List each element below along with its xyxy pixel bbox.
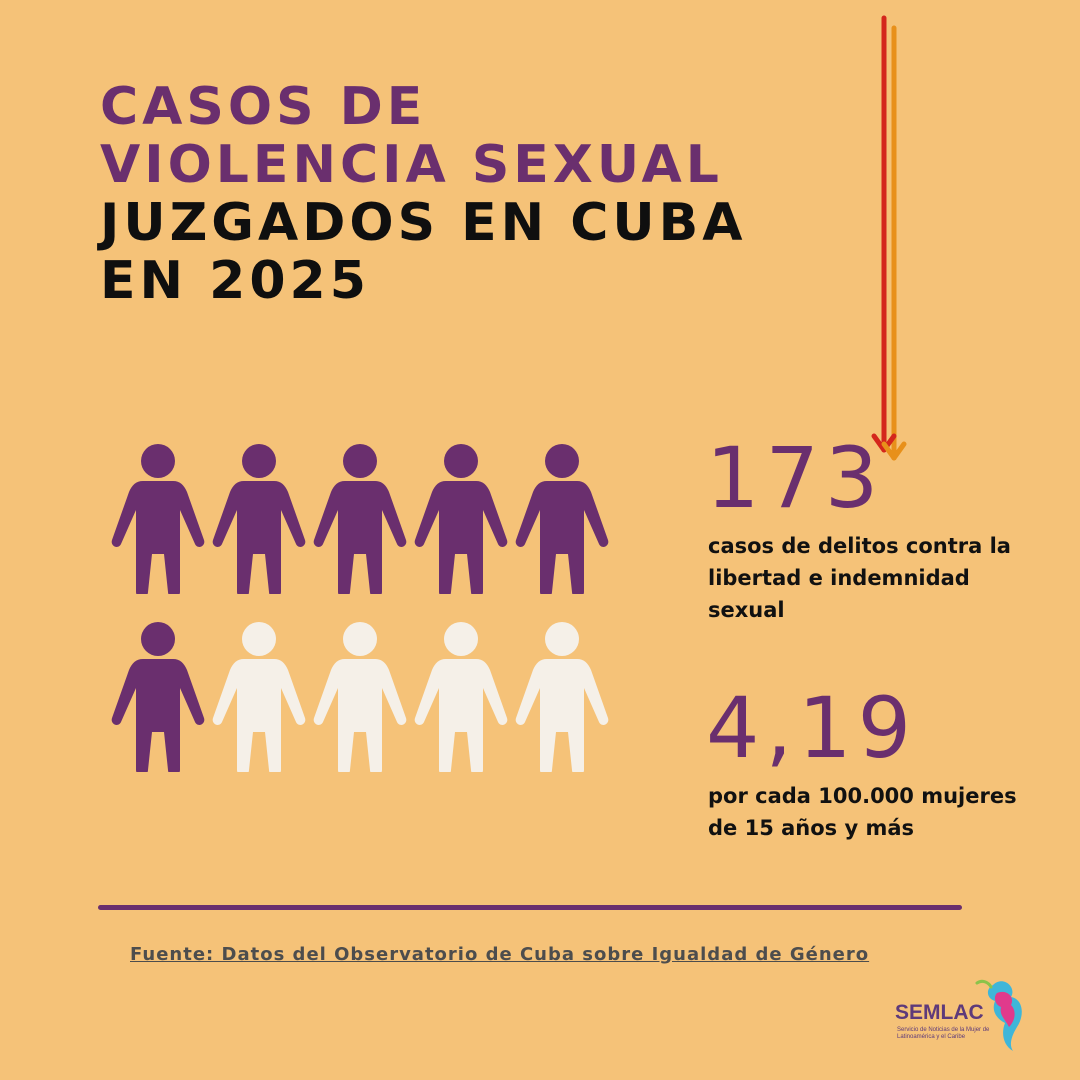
person-icon <box>414 622 508 772</box>
person-icon <box>111 444 205 594</box>
stat-label-cases: casos de delitos contra la libertad e in… <box>708 534 1011 622</box>
page-title: CASOS DE VIOLENCIA SEXUAL JUZGADOS EN CU… <box>100 78 747 310</box>
semlac-logo: SEMLAC Servicio de Noticias de la Mujer … <box>895 975 1035 1055</box>
person-icon <box>515 444 609 594</box>
people-pictogram <box>100 440 620 800</box>
source-text: Fuente: Datos del Observatorio de Cuba s… <box>130 944 870 965</box>
person-icon <box>313 444 407 594</box>
down-arrow-icon <box>871 15 907 461</box>
person-icon <box>111 622 205 772</box>
stat-value-rate: 4,19 <box>706 679 918 777</box>
person-icon <box>212 622 306 772</box>
title-line-1: CASOS DE <box>100 77 427 137</box>
title-line-4: EN 2025 <box>100 251 370 311</box>
stat-label-rate: por cada 100.000 mujeres de 15 años y má… <box>708 784 1017 840</box>
title-line-3: JUZGADOS EN CUBA <box>100 193 747 253</box>
divider <box>98 905 962 910</box>
person-icon <box>212 444 306 594</box>
logo-name: SEMLAC <box>895 1001 984 1024</box>
person-icon <box>313 622 407 772</box>
logo-subtitle: Servicio de Noticias de la Mujer de Lati… <box>897 1027 990 1040</box>
person-icon <box>515 622 609 772</box>
person-icon <box>414 444 508 594</box>
semlac-logo-mark-icon <box>975 979 1022 1051</box>
stat-value-cases: 173 <box>706 429 885 527</box>
title-line-2: VIOLENCIA SEXUAL <box>100 135 723 195</box>
